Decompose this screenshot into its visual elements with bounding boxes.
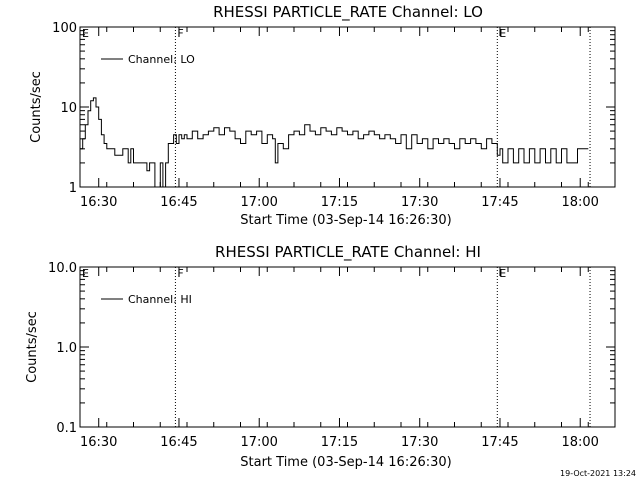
x-tick-label: 17:00	[240, 435, 277, 450]
panel-hi-legend-label: Channel: HI	[128, 293, 192, 306]
panel-lo-ylabel: Counts/sec	[29, 71, 44, 143]
x-tick-label: 17:30	[401, 435, 438, 450]
panel-hi-xticks: 16:30 16:45 17:00 17:15 17:30 17:45 18:00	[79, 267, 616, 450]
panel-hi-ylabel: Counts/sec	[25, 311, 40, 383]
x-tick-label: 17:00	[240, 195, 277, 210]
panel-lo: RHESSI PARTICLE_RATE Channel: LO Counts/…	[29, 3, 616, 228]
x-tick-label: 18:00	[561, 195, 598, 210]
x-tick-label: 18:00	[561, 435, 598, 450]
x-tick-label: 17:30	[401, 195, 438, 210]
series-line	[80, 97, 589, 188]
x-tick-label: 16:45	[160, 195, 197, 210]
event-marker-label: E	[499, 267, 506, 280]
panel-lo-series	[80, 97, 589, 188]
x-tick-label: 17:15	[321, 195, 358, 210]
panel-hi: RHESSI PARTICLE_RATE Channel: HI Counts/…	[25, 243, 616, 470]
event-marker-label: E	[499, 27, 506, 40]
y-tick-label: 1.0	[56, 341, 77, 356]
x-tick-label: 17:45	[481, 435, 518, 450]
panel-lo-legend: Channel: LO	[101, 53, 195, 66]
y-tick-label: 10.0	[48, 261, 77, 276]
x-tick-label: 17:15	[321, 435, 358, 450]
panel-lo-yticks: 1 10 100	[52, 21, 615, 196]
panel-hi-yticks: 0.1 1.0 10.0	[48, 261, 615, 436]
panel-lo-legend-label: Channel: LO	[128, 53, 195, 66]
y-tick-label: 1	[69, 181, 77, 196]
panel-hi-title: RHESSI PARTICLE_RATE Channel: HI	[215, 243, 481, 262]
x-tick-label: 17:45	[481, 195, 518, 210]
panel-lo-xticks: 16:30 16:45 17:00 17:15 17:30 17:45 18:00	[79, 27, 616, 210]
panel-lo-title: RHESSI PARTICLE_RATE Channel: LO	[213, 3, 483, 22]
event-marker-label: E	[82, 267, 89, 280]
y-tick-label: 0.1	[56, 421, 77, 436]
footer-timestamp: 19-Oct-2021 13:24	[560, 469, 636, 478]
panel-hi-plot-frame	[79, 266, 616, 428]
x-tick-label: 16:30	[80, 195, 117, 210]
x-tick-label: 16:30	[80, 435, 117, 450]
y-tick-label: 100	[52, 21, 77, 36]
panel-hi-xlabel: Start Time (03-Sep-14 16:26:30)	[240, 455, 451, 470]
panel-hi-legend: Channel: HI	[101, 293, 192, 306]
panel-lo-xlabel: Start Time (03-Sep-14 16:26:30)	[240, 213, 451, 228]
y-tick-label: 10	[60, 101, 77, 116]
x-tick-label: 16:45	[160, 435, 197, 450]
event-marker-label: F	[177, 27, 183, 40]
event-marker-label: E	[82, 27, 89, 40]
event-marker-label: F	[177, 267, 183, 280]
